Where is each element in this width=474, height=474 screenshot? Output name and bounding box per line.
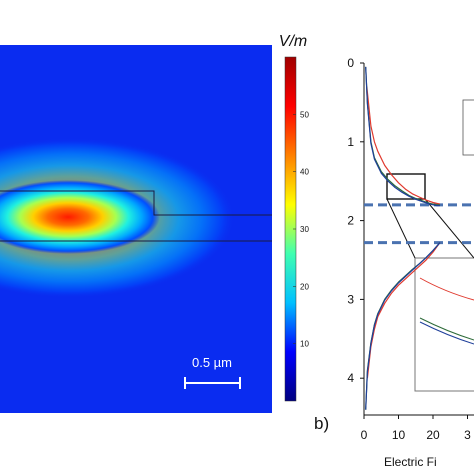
colorbar-tick-label: 10 — [300, 340, 309, 349]
inset-curve-blue — [419, 321, 474, 345]
legend-box — [462, 99, 474, 156]
x-tick-label: 10 — [392, 428, 406, 442]
zoom-connector-2 — [424, 198, 474, 259]
x-tick-label: 20 — [426, 428, 440, 442]
zoom-box — [386, 173, 426, 200]
profile-series-line — [365, 242, 441, 410]
y-tick-label: 1 — [347, 135, 354, 149]
x-axis-label: Electric Fi — [384, 455, 437, 469]
y-tick-label: 0 — [347, 56, 354, 70]
y-tick-label: 2 — [347, 214, 354, 228]
x-tick-label: 0 — [361, 428, 368, 442]
colorbar-tick-label: 40 — [300, 168, 309, 177]
zoom-connector-1 — [386, 198, 416, 259]
waveguide-outline — [0, 190, 272, 242]
colorbar-tick-label: 50 — [300, 110, 309, 119]
y-tick-label: 3 — [347, 292, 354, 306]
y-tick-label: 4 — [347, 371, 354, 385]
profile-series-line — [365, 66, 440, 207]
colorbar: V/m 10 20 30 40 50 — [279, 33, 309, 402]
panel-label-b: b) — [314, 414, 329, 433]
profile-curves — [365, 66, 441, 410]
inset-curve-green — [419, 317, 474, 341]
field-hotspot — [0, 180, 160, 254]
scale-bar-label: 0.5 µm — [192, 355, 232, 370]
profile-series-line — [365, 66, 440, 206]
inset-curve-red — [419, 277, 474, 301]
colorbar-tick-label: 30 — [300, 225, 309, 234]
colorbar-unit: V/m — [279, 33, 307, 50]
field-map: 0.5 µm — [0, 45, 272, 413]
x-tick-label: 3 — [464, 428, 471, 442]
profile-series-line — [366, 86, 441, 205]
profile-series-line — [366, 242, 441, 379]
profile-plot: b) Electric Fi 0 1 2 3 4 0 10 20 3 — [314, 56, 474, 469]
inset-frame — [414, 257, 474, 392]
colorbar-tick-label: 20 — [300, 282, 309, 291]
